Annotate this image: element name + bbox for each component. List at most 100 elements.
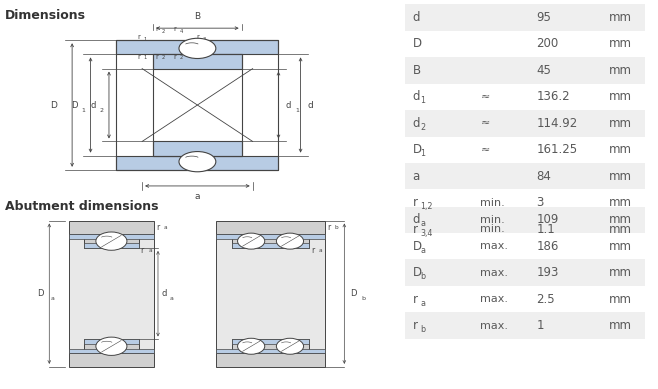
Text: b: b (362, 296, 366, 301)
Text: 4: 4 (180, 29, 184, 34)
Text: D: D (413, 240, 422, 253)
Bar (116, 40, 278, 54)
Text: 186: 186 (536, 240, 559, 253)
Text: a: a (319, 248, 322, 253)
Bar (116, 156, 278, 170)
Circle shape (238, 338, 265, 354)
Text: r: r (174, 26, 177, 32)
Text: 200: 200 (536, 37, 559, 51)
Text: a: a (413, 170, 420, 183)
Text: ≈: ≈ (480, 145, 490, 155)
Bar (232, 339, 309, 353)
FancyBboxPatch shape (405, 312, 645, 339)
Text: 45: 45 (536, 64, 551, 77)
Bar (216, 234, 325, 353)
Bar (216, 353, 325, 367)
Text: b: b (335, 225, 338, 230)
FancyBboxPatch shape (405, 189, 645, 216)
Text: a: a (148, 248, 152, 253)
FancyBboxPatch shape (405, 216, 645, 242)
Text: d: d (413, 117, 420, 130)
Text: a: a (195, 192, 200, 201)
Text: r: r (137, 54, 140, 60)
Text: D: D (350, 289, 357, 298)
Text: 1: 1 (536, 319, 544, 332)
Text: d: d (413, 11, 420, 24)
Text: a: a (420, 219, 426, 228)
Text: 3: 3 (202, 37, 205, 42)
Text: D: D (71, 100, 78, 110)
Bar (232, 339, 309, 344)
Text: r: r (155, 54, 159, 60)
Bar (68, 234, 154, 239)
Text: a: a (164, 225, 167, 230)
Text: a: a (51, 296, 55, 301)
FancyBboxPatch shape (405, 110, 645, 137)
Text: b: b (420, 272, 426, 281)
Text: a: a (420, 245, 426, 255)
Text: 109: 109 (536, 213, 559, 226)
Bar (68, 234, 154, 353)
Text: b: b (420, 325, 426, 334)
Text: B: B (194, 12, 201, 21)
Text: D: D (413, 266, 422, 279)
Text: min.: min. (480, 198, 505, 208)
Text: r: r (327, 223, 330, 232)
Circle shape (276, 233, 303, 249)
Text: mm: mm (609, 11, 632, 24)
Text: mm: mm (609, 223, 632, 236)
Bar (153, 142, 241, 156)
Bar (153, 54, 241, 68)
Text: d: d (162, 289, 167, 298)
Text: max.: max. (480, 241, 509, 251)
Text: 1: 1 (420, 96, 426, 105)
Bar (68, 353, 154, 367)
Text: 1,2: 1,2 (420, 202, 433, 211)
Text: Dimensions: Dimensions (5, 9, 86, 21)
FancyBboxPatch shape (405, 57, 645, 84)
Bar (216, 349, 325, 353)
Bar (232, 244, 309, 248)
Text: mm: mm (609, 266, 632, 279)
Text: D: D (413, 37, 422, 51)
Text: r: r (155, 26, 159, 32)
FancyBboxPatch shape (405, 31, 645, 57)
Text: mm: mm (609, 293, 632, 306)
Circle shape (238, 233, 265, 249)
Text: 95: 95 (536, 11, 551, 24)
Text: a: a (170, 296, 174, 301)
Text: mm: mm (609, 143, 632, 156)
Text: mm: mm (609, 196, 632, 209)
Text: r: r (413, 223, 418, 236)
FancyBboxPatch shape (405, 137, 645, 163)
Bar (153, 54, 241, 156)
Text: 1: 1 (420, 149, 426, 158)
Text: 1: 1 (295, 108, 299, 112)
Text: d: d (413, 90, 420, 103)
Text: 1: 1 (82, 108, 85, 112)
Text: a: a (420, 298, 426, 308)
Bar (84, 339, 139, 353)
Bar (84, 339, 139, 344)
Text: 84: 84 (536, 170, 551, 183)
FancyBboxPatch shape (405, 233, 645, 259)
Text: 3,4: 3,4 (420, 228, 433, 238)
Text: d: d (91, 100, 96, 110)
Bar (232, 234, 309, 248)
Text: B: B (413, 64, 420, 77)
Text: 1: 1 (143, 37, 147, 42)
Text: 2: 2 (162, 56, 165, 60)
Text: d: d (413, 213, 420, 226)
Text: 161.25: 161.25 (536, 143, 578, 156)
Text: r: r (196, 34, 199, 40)
Text: d: d (286, 100, 291, 110)
Text: D: D (51, 100, 57, 110)
Text: r: r (311, 246, 315, 255)
Text: 3: 3 (536, 196, 544, 209)
Text: mm: mm (609, 117, 632, 130)
Text: D: D (37, 289, 43, 298)
Text: d: d (308, 100, 314, 110)
FancyBboxPatch shape (405, 207, 645, 233)
Text: r: r (413, 293, 418, 306)
Circle shape (96, 337, 127, 356)
